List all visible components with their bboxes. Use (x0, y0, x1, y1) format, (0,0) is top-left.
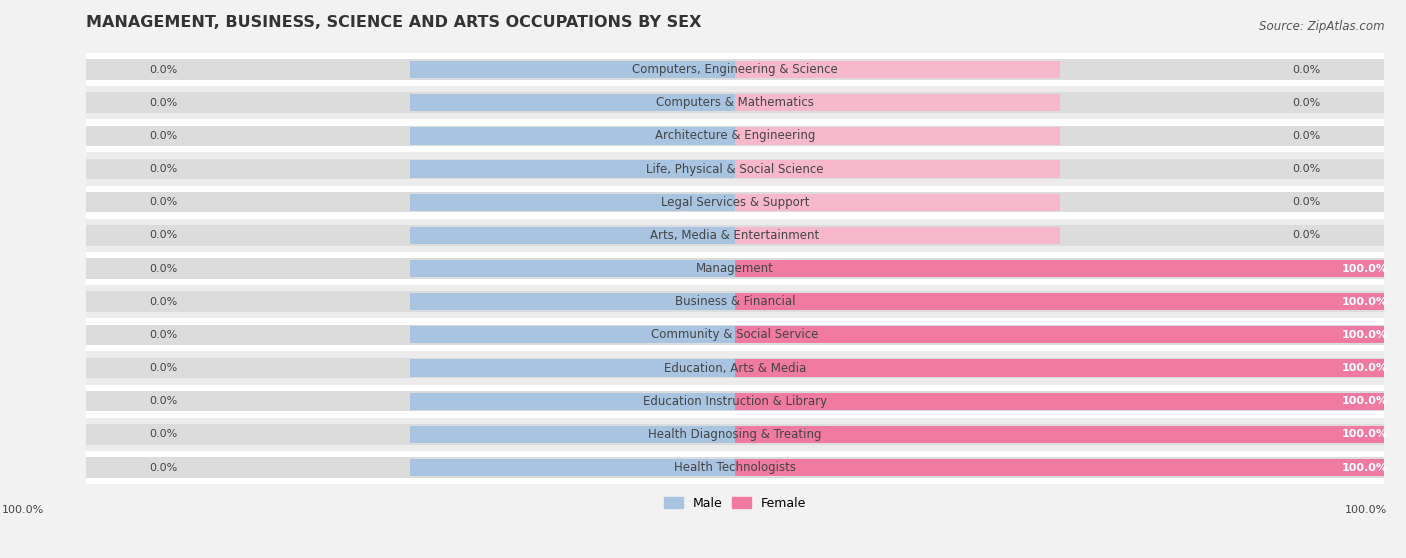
Text: 0.0%: 0.0% (149, 197, 179, 207)
Bar (411, 94, 735, 112)
Text: Computers, Engineering & Science: Computers, Engineering & Science (633, 63, 838, 76)
Bar (411, 61, 735, 78)
Bar (86, 119, 1385, 152)
Text: 0.0%: 0.0% (149, 263, 179, 273)
Text: Management: Management (696, 262, 775, 275)
Bar (86, 159, 1385, 179)
Bar (411, 293, 735, 310)
Bar (735, 293, 1385, 310)
Text: 100.0%: 100.0% (1341, 463, 1388, 473)
Text: 0.0%: 0.0% (149, 98, 179, 108)
Bar (86, 318, 1385, 352)
Text: 100.0%: 100.0% (1341, 297, 1388, 307)
Bar (735, 127, 1060, 145)
Text: 100.0%: 100.0% (1344, 506, 1386, 516)
Bar (86, 352, 1385, 384)
Bar (86, 384, 1385, 418)
Bar (411, 459, 735, 476)
Text: 0.0%: 0.0% (149, 131, 179, 141)
Text: 0.0%: 0.0% (149, 396, 179, 406)
Bar (86, 391, 1385, 411)
Text: Computers & Mathematics: Computers & Mathematics (657, 96, 814, 109)
Text: 0.0%: 0.0% (1292, 98, 1320, 108)
Text: 100.0%: 100.0% (1341, 429, 1388, 439)
Bar (735, 94, 1060, 112)
Text: 100.0%: 100.0% (1341, 330, 1388, 340)
Bar (86, 291, 1385, 312)
Bar (735, 426, 1385, 443)
Text: 0.0%: 0.0% (149, 463, 179, 473)
Text: 100.0%: 100.0% (1341, 263, 1388, 273)
Bar (735, 359, 1385, 377)
Text: 0.0%: 0.0% (149, 65, 179, 75)
Text: Education Instruction & Library: Education Instruction & Library (643, 395, 827, 408)
Bar (86, 252, 1385, 285)
Bar (86, 126, 1385, 146)
Bar (735, 61, 1060, 78)
Text: Arts, Media & Entertainment: Arts, Media & Entertainment (651, 229, 820, 242)
Text: 0.0%: 0.0% (149, 230, 179, 240)
Bar (86, 457, 1385, 478)
Text: 0.0%: 0.0% (1292, 164, 1320, 174)
Text: 0.0%: 0.0% (1292, 230, 1320, 240)
Bar (86, 225, 1385, 246)
Bar (86, 285, 1385, 318)
Bar (86, 86, 1385, 119)
Bar (86, 325, 1385, 345)
Bar (411, 161, 735, 177)
Legend: Male, Female: Male, Female (664, 497, 807, 510)
Bar (735, 260, 1385, 277)
Bar (411, 326, 735, 344)
Bar (86, 152, 1385, 186)
Text: 100.0%: 100.0% (1341, 396, 1388, 406)
Text: 0.0%: 0.0% (1292, 197, 1320, 207)
Text: 100.0%: 100.0% (1341, 363, 1388, 373)
Text: 0.0%: 0.0% (149, 363, 179, 373)
Bar (86, 93, 1385, 113)
Bar (86, 53, 1385, 86)
Bar (411, 194, 735, 211)
Bar (735, 161, 1060, 177)
Text: 0.0%: 0.0% (1292, 65, 1320, 75)
Text: Education, Arts & Media: Education, Arts & Media (664, 362, 806, 374)
Text: Health Technologists: Health Technologists (673, 461, 796, 474)
Bar (86, 59, 1385, 80)
Bar (411, 426, 735, 443)
Text: Source: ZipAtlas.com: Source: ZipAtlas.com (1260, 20, 1385, 32)
Bar (411, 359, 735, 377)
Text: Legal Services & Support: Legal Services & Support (661, 196, 810, 209)
Text: 0.0%: 0.0% (149, 164, 179, 174)
Bar (86, 192, 1385, 213)
Text: MANAGEMENT, BUSINESS, SCIENCE AND ARTS OCCUPATIONS BY SEX: MANAGEMENT, BUSINESS, SCIENCE AND ARTS O… (86, 15, 702, 30)
Text: 0.0%: 0.0% (1292, 131, 1320, 141)
Bar (735, 393, 1385, 410)
Bar (735, 227, 1060, 244)
Text: 100.0%: 100.0% (1, 506, 44, 516)
Text: 0.0%: 0.0% (149, 297, 179, 307)
Text: 0.0%: 0.0% (149, 429, 179, 439)
Text: Life, Physical & Social Science: Life, Physical & Social Science (647, 162, 824, 176)
Bar (86, 451, 1385, 484)
Bar (86, 418, 1385, 451)
Bar (411, 260, 735, 277)
Bar (411, 393, 735, 410)
Bar (86, 186, 1385, 219)
Text: 0.0%: 0.0% (149, 330, 179, 340)
Bar (86, 219, 1385, 252)
Bar (86, 358, 1385, 378)
Bar (411, 127, 735, 145)
Text: Architecture & Engineering: Architecture & Engineering (655, 129, 815, 142)
Text: Business & Financial: Business & Financial (675, 295, 796, 308)
Bar (735, 459, 1385, 476)
Bar (86, 258, 1385, 279)
Bar (86, 424, 1385, 445)
Bar (411, 227, 735, 244)
Bar (735, 326, 1385, 344)
Text: Community & Social Service: Community & Social Service (651, 328, 818, 341)
Bar (735, 194, 1060, 211)
Text: Health Diagnosing & Treating: Health Diagnosing & Treating (648, 428, 823, 441)
